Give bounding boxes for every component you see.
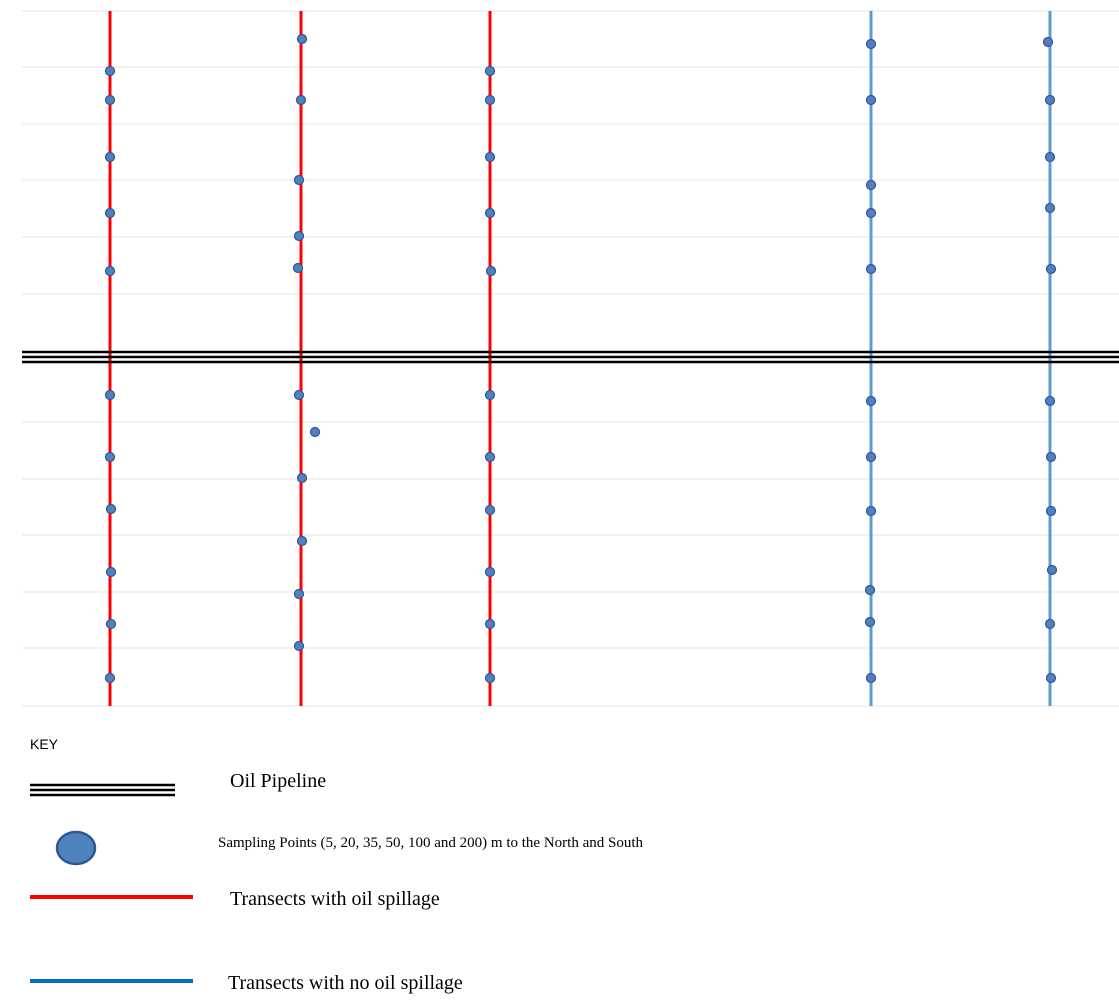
sampling-point: [105, 566, 117, 578]
sampling-point: [1044, 618, 1056, 630]
sampling-point: [104, 451, 116, 463]
sampling-point: [296, 33, 308, 45]
oil-pipeline: [22, 350, 1119, 364]
key-points-label: Sampling Points (5, 20, 35, 50, 100 and …: [218, 835, 643, 851]
sampling-point: [104, 207, 116, 219]
transect-lines: [108, 11, 1052, 706]
sampling-point: [865, 94, 877, 106]
sampling-point: [104, 94, 116, 106]
sampling-point: [1044, 151, 1056, 163]
sampling-point: [105, 618, 117, 630]
transect-diagram: [22, 10, 1119, 707]
sampling-point: [865, 207, 877, 219]
sampling-point: [293, 174, 305, 186]
sampling-point: [295, 94, 307, 106]
sampling-point: [292, 262, 304, 274]
sampling-point: [1045, 451, 1057, 463]
sampling-point: [865, 179, 877, 191]
sampling-point: [293, 640, 305, 652]
key-oil-label: Transects with oil spillage: [230, 888, 440, 910]
sampling-point: [296, 535, 308, 547]
sampling-point: [105, 503, 117, 515]
sampling-point: [484, 504, 496, 516]
sampling-point: [104, 672, 116, 684]
sampling-point: [865, 672, 877, 684]
sampling-point: [865, 38, 877, 50]
sampling-point: [484, 451, 496, 463]
sampling-point: [104, 65, 116, 77]
sampling-point: [309, 426, 321, 438]
sampling-point: [293, 230, 305, 242]
gridlines: [22, 10, 1119, 707]
sampling-points: [104, 33, 1058, 684]
sampling-point: [864, 584, 876, 596]
sampling-point: [484, 151, 496, 163]
sampling-point: [1042, 36, 1054, 48]
key-title: KEY: [30, 736, 59, 752]
key-no-oil-label: Transects with no oil spillage: [228, 972, 463, 994]
sampling-point: [104, 151, 116, 163]
sampling-point: [1044, 202, 1056, 214]
sampling-point: [484, 94, 496, 106]
sampling-point: [865, 451, 877, 463]
sampling-point: [484, 618, 496, 630]
sampling-point: [865, 263, 877, 275]
sampling-point: [104, 265, 116, 277]
sampling-point: [293, 588, 305, 600]
sampling-point: [296, 472, 308, 484]
key-pipeline-label: Oil Pipeline: [230, 770, 327, 792]
sampling-point: [484, 566, 496, 578]
sampling-point: [1045, 505, 1057, 517]
key-pipeline-symbol: [30, 783, 175, 797]
sampling-point: [1045, 672, 1057, 684]
sampling-point: [865, 505, 877, 517]
sampling-point: [484, 207, 496, 219]
sampling-point: [485, 265, 497, 277]
sampling-point: [484, 672, 496, 684]
key-symbols: [30, 783, 193, 983]
sampling-point: [293, 389, 305, 401]
sampling-point: [104, 389, 116, 401]
sampling-point: [865, 395, 877, 407]
key-sampling-point-symbol: [55, 830, 97, 866]
sampling-point: [1044, 395, 1056, 407]
sampling-point: [1044, 94, 1056, 106]
sampling-point: [484, 65, 496, 77]
sampling-point: [1045, 263, 1057, 275]
sampling-point: [484, 389, 496, 401]
sampling-point: [864, 616, 876, 628]
sampling-point: [1046, 564, 1058, 576]
